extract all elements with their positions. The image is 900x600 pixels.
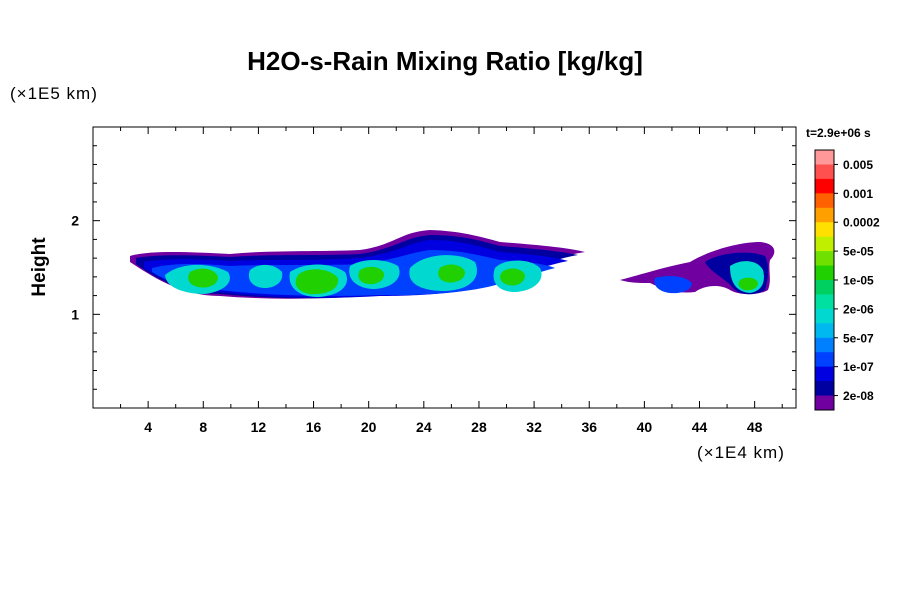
colorbar-swatch bbox=[815, 308, 834, 324]
colorbar-swatches bbox=[814, 149, 835, 411]
colorbar-swatch bbox=[815, 222, 834, 238]
right-band-blue bbox=[654, 275, 692, 294]
mixing-ratio-field bbox=[130, 230, 775, 299]
x-tick-label: 12 bbox=[251, 419, 267, 435]
colorbar-swatch bbox=[815, 280, 834, 295]
core-green-1 bbox=[188, 268, 218, 288]
colorbar-label: 1e-05 bbox=[843, 274, 874, 288]
colorbar-swatch bbox=[815, 352, 834, 368]
plot-frame bbox=[92, 126, 797, 409]
colorbar-swatch bbox=[815, 294, 834, 310]
x-tick-label: 44 bbox=[692, 419, 708, 435]
y-tick-label: 2 bbox=[71, 213, 79, 229]
core-cyan-2 bbox=[248, 264, 283, 288]
colorbar-label: 5e-07 bbox=[843, 331, 874, 345]
colorbar-label: 2e-08 bbox=[843, 389, 874, 403]
y-ticks: 12 bbox=[71, 145, 796, 390]
x-ticks: 4 8 12 16 20 24 28 32 36 40 44 48 bbox=[120, 127, 783, 435]
colorbar-swatch bbox=[815, 395, 834, 411]
colorbar-swatch bbox=[815, 193, 834, 209]
x-tick-label: 40 bbox=[637, 419, 653, 435]
colorbar-swatch bbox=[815, 323, 834, 339]
colorbar-swatch bbox=[815, 251, 834, 267]
axes: 4 8 12 16 20 24 28 32 36 40 44 48 12 bbox=[71, 126, 797, 435]
y-tick-label: 1 bbox=[71, 306, 79, 322]
colorbar-swatch bbox=[815, 150, 834, 165]
x-tick-label: 36 bbox=[581, 419, 597, 435]
x-tick-label: 24 bbox=[416, 419, 432, 435]
x-tick-label: 16 bbox=[306, 419, 322, 435]
colorbar-swatch bbox=[815, 265, 834, 281]
colorbar-label: 0.005 bbox=[843, 158, 873, 172]
colorbar-labels: 0.005 0.001 0.0002 5e-05 1e-05 2e-06 5e-07 1e-0… bbox=[834, 158, 880, 403]
x-tick-label: 32 bbox=[526, 419, 542, 435]
colorbar-swatch bbox=[815, 366, 834, 382]
colorbar-swatch bbox=[815, 207, 834, 223]
x-tick-label: 28 bbox=[471, 419, 487, 435]
colorbar-swatch bbox=[815, 178, 834, 194]
x-tick-label: 48 bbox=[747, 419, 763, 435]
colorbar-label: 2e-06 bbox=[843, 302, 874, 316]
colorbar-swatch bbox=[815, 381, 834, 397]
colorbar-swatch bbox=[815, 337, 834, 353]
time-label: t=2.9e+06 s bbox=[806, 126, 871, 140]
x-tick-label: 8 bbox=[199, 419, 207, 435]
core-green-2 bbox=[295, 269, 339, 295]
core-green-4 bbox=[438, 264, 465, 283]
core-green-3 bbox=[358, 266, 385, 285]
colorbar-swatch bbox=[815, 164, 834, 180]
core-green-5 bbox=[500, 268, 525, 286]
right-band-green bbox=[738, 277, 758, 291]
chart-title: H2O-s-Rain Mixing Ratio [kg/kg] bbox=[247, 46, 643, 76]
y-axis-multiplier: (×1E5 km) bbox=[10, 84, 98, 103]
colorbar-label: 5e-05 bbox=[843, 245, 874, 259]
colorbar-label: 0.0002 bbox=[843, 216, 880, 230]
x-axis-multiplier: (×1E4 km) bbox=[697, 443, 785, 462]
colorbar: 0.005 0.001 0.0002 5e-05 1e-05 2e-06 5e-07 1e-0… bbox=[814, 149, 880, 411]
colorbar-label: 1e-07 bbox=[843, 360, 874, 374]
colorbar-label: 0.001 bbox=[843, 187, 873, 201]
colorbar-swatch bbox=[815, 236, 834, 252]
x-tick-label: 4 bbox=[144, 419, 152, 435]
x-tick-label: 20 bbox=[361, 419, 377, 435]
